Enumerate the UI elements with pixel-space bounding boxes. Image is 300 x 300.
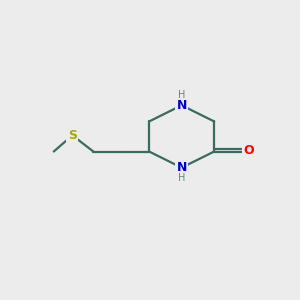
Text: N: N	[176, 161, 187, 174]
Text: N: N	[176, 99, 187, 112]
Text: H: H	[178, 173, 185, 183]
Text: O: O	[243, 144, 254, 157]
Text: H: H	[178, 90, 185, 100]
Text: S: S	[68, 129, 77, 142]
